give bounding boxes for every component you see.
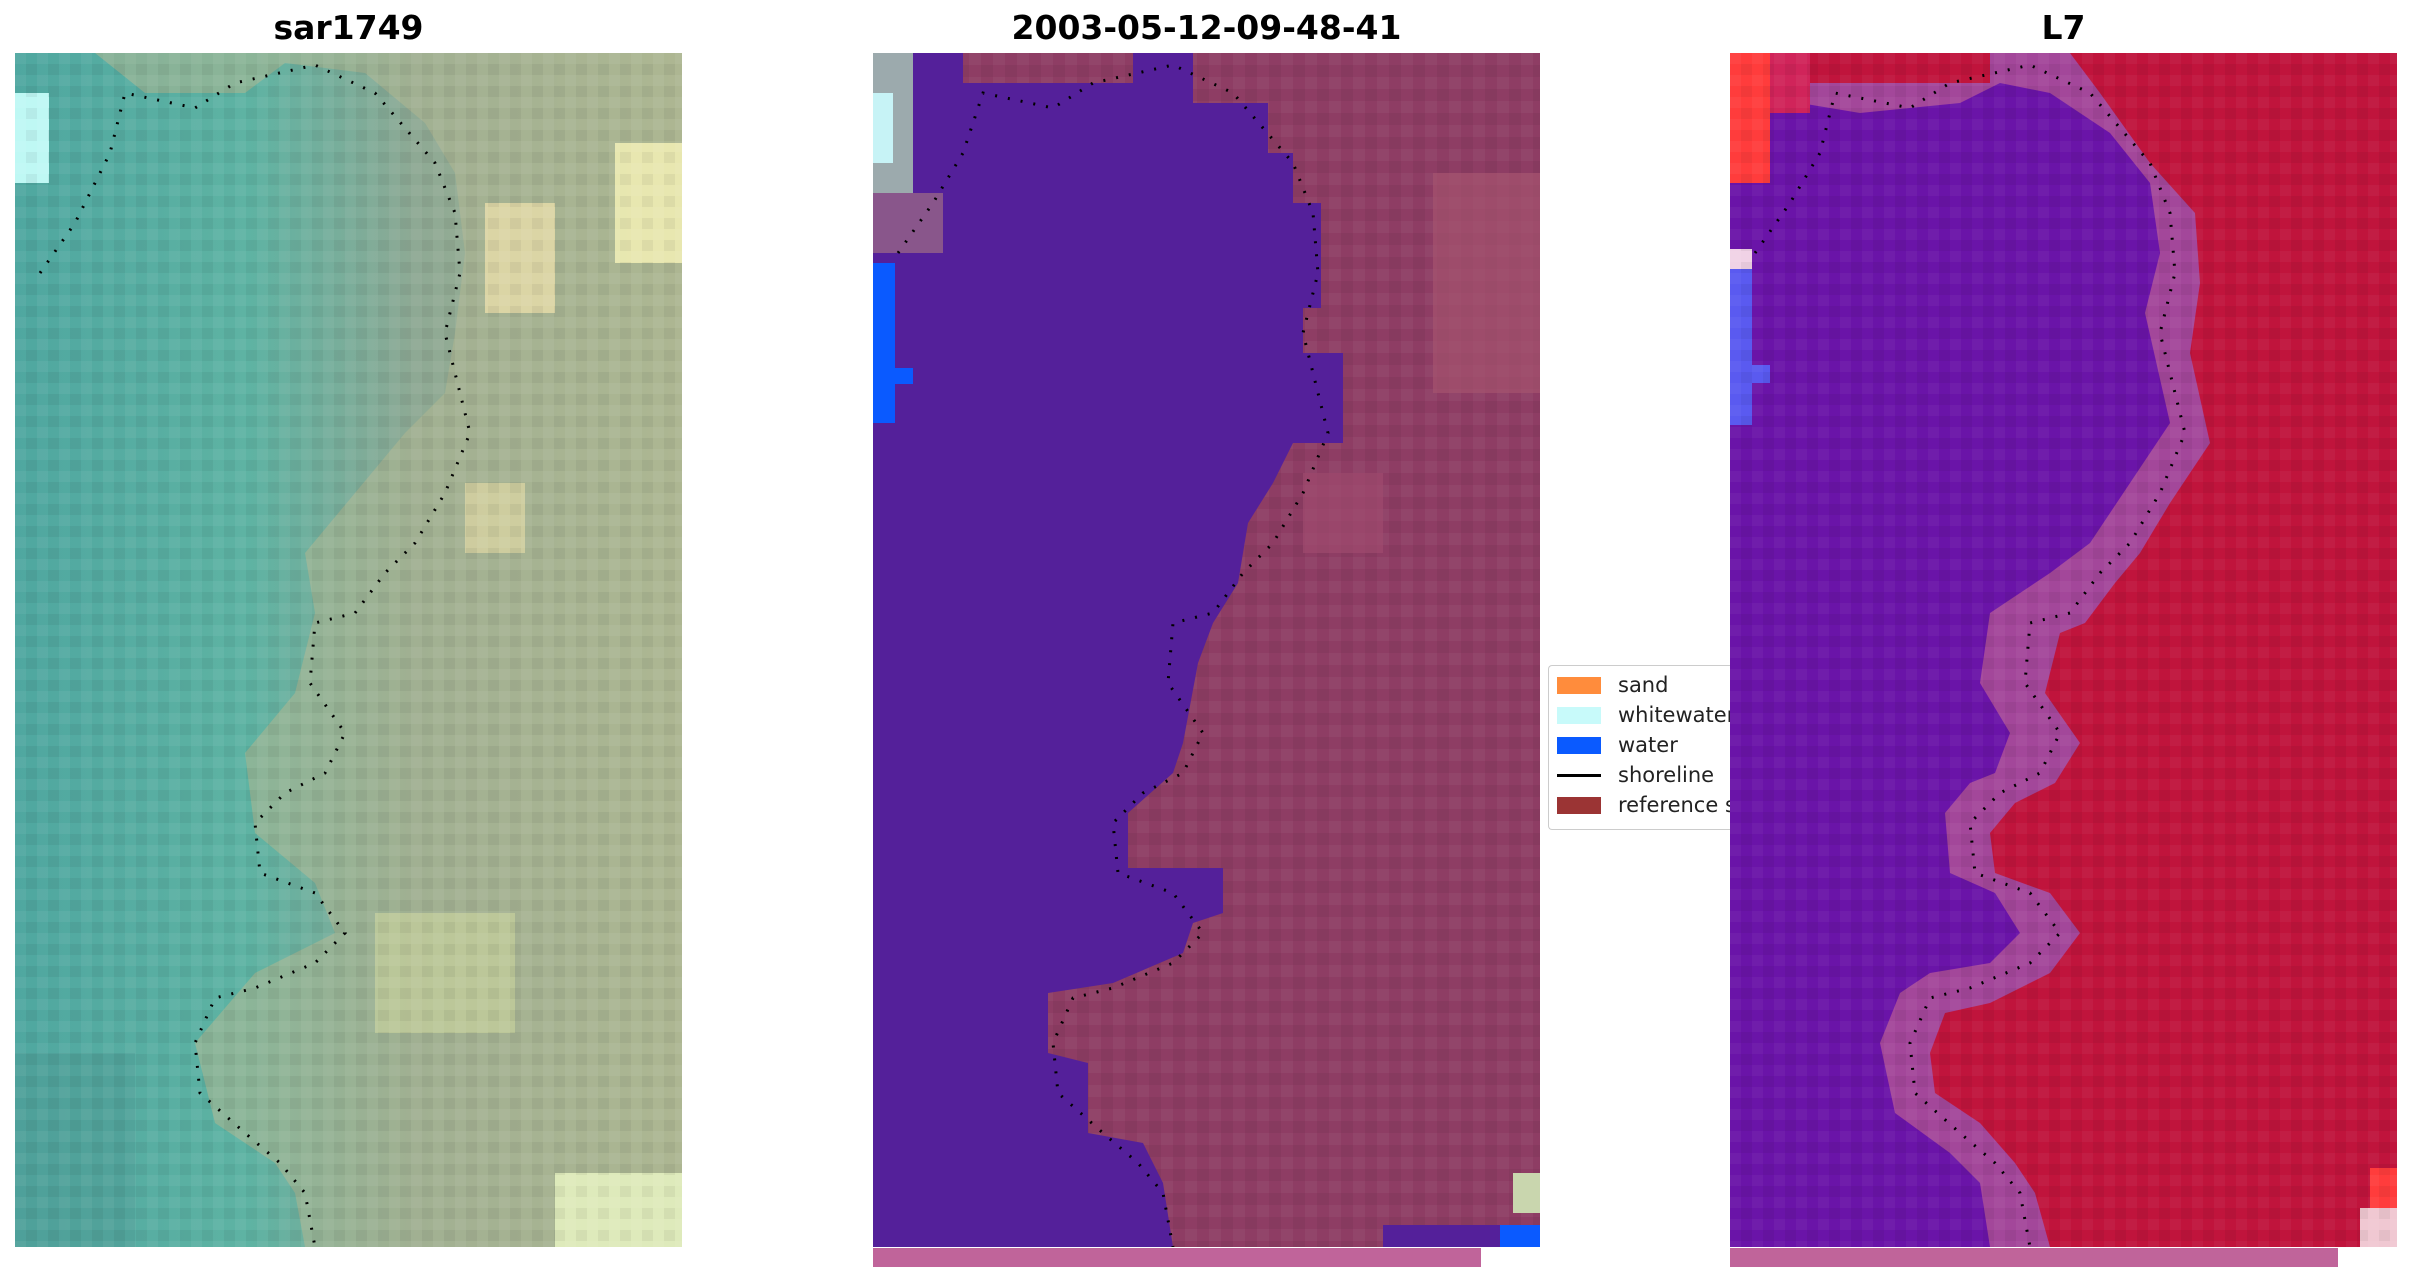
legend-item-water: water [1557, 732, 1678, 758]
classified-bottom-strip [873, 1248, 1481, 1267]
panel-title-index: L7 [2041, 8, 2086, 47]
legend-item-whitewater: whitewater [1557, 702, 1735, 728]
legend-label-sand: sand [1618, 673, 1669, 697]
legend-item-reference: reference s [1557, 792, 1736, 818]
panel-title-classified: 2003-05-12-09-48-41 [1011, 8, 1402, 47]
classified-image [873, 53, 1540, 1247]
legend-label-shoreline: shoreline [1618, 763, 1715, 787]
index-bottom-strip [1730, 1248, 2338, 1267]
legend-label-water: water [1618, 733, 1678, 757]
rgb-image [15, 53, 682, 1247]
legend-swatch-whitewater [1557, 706, 1601, 724]
legend-line-shoreline [1557, 773, 1601, 777]
legend: sand whitewater water shoreline referenc… [1548, 665, 1749, 830]
legend-swatch-water [1557, 736, 1601, 754]
legend-swatch-sand [1557, 676, 1601, 694]
legend-item-sand: sand [1557, 672, 1668, 698]
legend-label-whitewater: whitewater [1618, 703, 1736, 727]
water-region [873, 53, 1343, 1247]
legend-label-reference: reference s [1618, 793, 1736, 817]
panel-title-rgb: sar1749 [273, 8, 424, 47]
rgb-bottom-strip [15, 1248, 682, 1267]
index-image [1730, 53, 2397, 1247]
legend-item-shoreline: shoreline [1557, 762, 1714, 788]
legend-swatch-reference [1557, 796, 1601, 814]
